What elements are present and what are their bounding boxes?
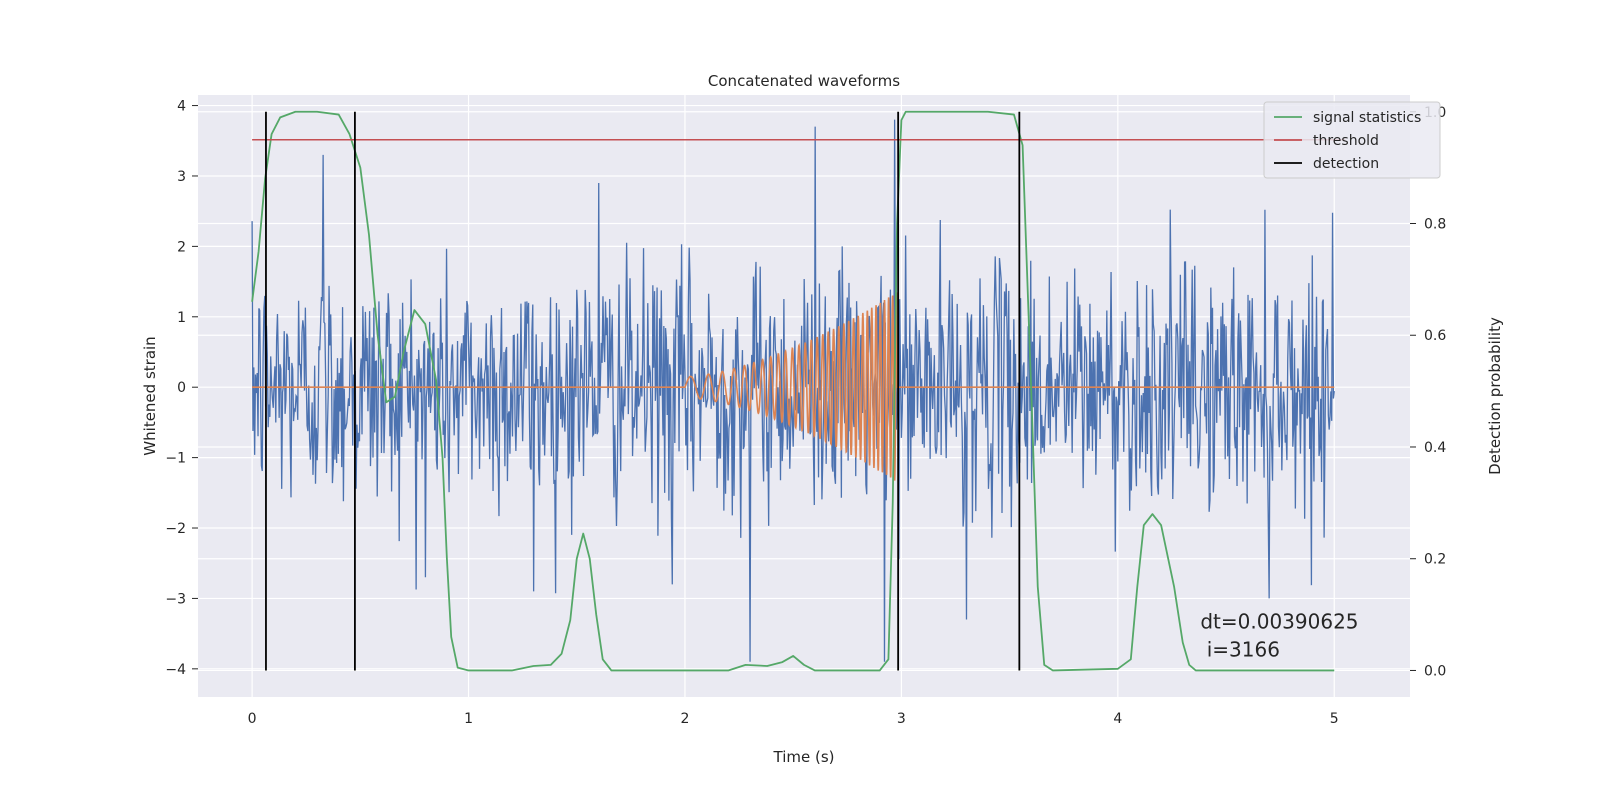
- y-tick-label: 0: [177, 380, 186, 396]
- y-tick-label: 2: [177, 239, 186, 255]
- legend-label: detection: [1313, 156, 1379, 172]
- signal-statistics-line: [251, 110, 1335, 672]
- legend-label: threshold: [1313, 133, 1379, 149]
- x-tick-label: 2: [681, 711, 690, 727]
- y-tick-label: 4: [177, 99, 186, 115]
- y-tick-label: 3: [177, 169, 186, 185]
- y-right-tick-label: 0.8: [1424, 217, 1446, 233]
- series-layer: [251, 110, 1346, 672]
- annotation-dt: dt=0.00390625: [1200, 609, 1358, 633]
- legend-box: [1263, 101, 1441, 179]
- y-tick-label: −3: [165, 591, 186, 607]
- y-right-tick-label: 0.6: [1424, 328, 1446, 344]
- x-tick-label: 4: [1113, 711, 1122, 727]
- y-axis-right-label: Detection probability: [1486, 317, 1504, 475]
- y-right-tick-label: 0.4: [1424, 440, 1446, 456]
- x-tick-label: 3: [897, 711, 906, 727]
- annotation-index: i=3166: [1200, 637, 1280, 661]
- x-tick-label: 1: [464, 711, 473, 727]
- y-tick-label: −1: [165, 451, 186, 467]
- y-axis-label: Whitened strain: [141, 336, 159, 455]
- y-tick-label: 1: [177, 310, 186, 326]
- x-tick-label: 5: [1330, 711, 1339, 727]
- x-tick-label: 0: [248, 711, 257, 727]
- chart-title: Concatenated waveforms: [708, 72, 900, 90]
- annotation-text: dt=0.00390625 i=3166: [1200, 609, 1358, 661]
- strain-noise-line: [251, 119, 1335, 662]
- x-axis-label: Time (s): [773, 748, 835, 766]
- y-tick-label: −4: [165, 662, 186, 678]
- y-right-tick-label: 0.0: [1424, 663, 1446, 679]
- legend-label: signal statistics: [1313, 110, 1421, 126]
- waveform-chirp-line: [252, 292, 1335, 481]
- y-tick-label: −2: [165, 521, 186, 537]
- y-right-tick-label: 0.2: [1424, 552, 1446, 568]
- legend: signal statistics threshold detection: [1263, 101, 1441, 179]
